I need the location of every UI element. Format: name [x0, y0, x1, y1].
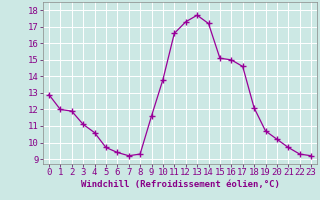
X-axis label: Windchill (Refroidissement éolien,°C): Windchill (Refroidissement éolien,°C) [81, 180, 279, 189]
